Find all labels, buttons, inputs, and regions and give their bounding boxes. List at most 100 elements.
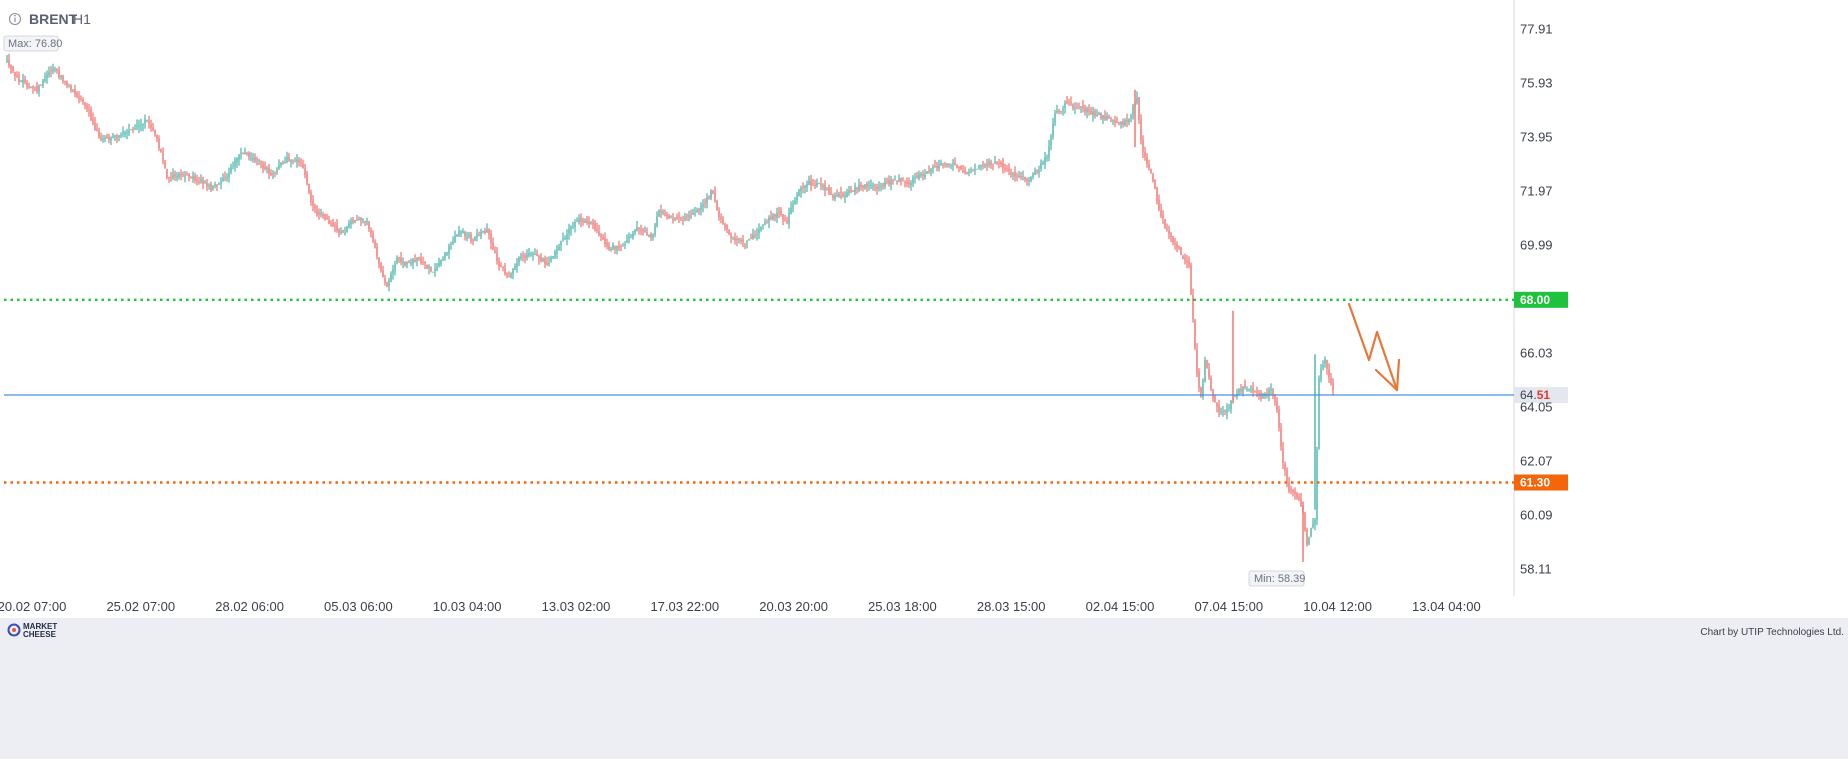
candle-body: [608, 245, 610, 250]
candle-body: [546, 262, 548, 265]
candle-body: [934, 166, 936, 167]
candle-body: [1226, 409, 1228, 414]
candle-body: [766, 221, 768, 223]
candle-body: [38, 85, 40, 92]
x-tick-label: 10.04 12:00: [1303, 599, 1372, 614]
candle-body: [640, 230, 642, 232]
candle-body: [356, 219, 358, 221]
candle-body: [588, 221, 590, 224]
candle-body: [254, 157, 256, 161]
candle-body: [1230, 400, 1232, 409]
candle-body: [628, 236, 630, 239]
candle-body: [672, 218, 674, 221]
candle-body: [578, 219, 580, 223]
candle-body: [1014, 172, 1016, 177]
candle-body: [418, 257, 420, 259]
candle-body: [1136, 97, 1138, 104]
candle-body: [346, 226, 348, 233]
candle-body: [886, 180, 888, 182]
candle-body: [246, 153, 248, 155]
candle-body: [540, 257, 542, 261]
candle-body: [360, 218, 362, 221]
candle-body: [1314, 520, 1316, 524]
candle-body: [606, 243, 608, 246]
candle-body: [570, 226, 572, 230]
candle-body: [818, 183, 820, 184]
candle-body: [684, 217, 686, 220]
candle-body: [154, 130, 156, 135]
level-lines: 68.00 61.30: [4, 291, 1568, 491]
candle-body: [74, 88, 76, 94]
timeframe-label[interactable]: H1: [73, 11, 91, 27]
candle-body: [642, 230, 644, 232]
candle-body: [408, 262, 410, 263]
candle-body: [712, 191, 714, 194]
candle-body: [966, 172, 968, 174]
candle-body: [516, 262, 518, 268]
candle-body: [1118, 122, 1120, 124]
candle-body: [30, 87, 32, 89]
info-circle-icon[interactable]: [8, 12, 22, 26]
candle-body: [494, 250, 496, 254]
candle-body: [362, 220, 364, 221]
candle-body: [1046, 157, 1048, 159]
x-tick-label: 05.03 06:00: [324, 599, 393, 614]
candle-body: [1102, 115, 1104, 119]
candle-body: [138, 125, 140, 127]
candle-body: [430, 267, 432, 271]
candle-body: [322, 214, 324, 216]
candle-body: [560, 241, 562, 246]
candle-body: [894, 179, 896, 181]
candle-body: [704, 203, 706, 205]
candle-body: [64, 80, 66, 83]
candle-body: [498, 260, 500, 267]
candle-body: [1160, 209, 1162, 216]
candle-body: [46, 74, 48, 78]
candle-body: [1178, 247, 1180, 249]
down-arrow-drawing: [1347, 302, 1401, 392]
candle-body: [532, 253, 534, 256]
candle-body: [1082, 106, 1084, 108]
candle-body: [854, 186, 856, 193]
candle-body: [326, 218, 328, 219]
candle-body: [1234, 395, 1236, 397]
candle-body: [336, 225, 338, 231]
candle-body: [1060, 110, 1062, 112]
candle-body: [536, 253, 538, 256]
candle-body: [950, 165, 952, 167]
candle-body: [144, 119, 146, 124]
candle-body: [602, 236, 604, 240]
candle-body: [806, 183, 808, 188]
candle-body: [126, 132, 128, 134]
candle-body: [996, 161, 998, 165]
candle-body: [426, 264, 428, 269]
candle-body: [42, 80, 44, 85]
candle-body: [1148, 164, 1150, 168]
candle-body: [290, 160, 292, 162]
candle-body: [562, 238, 564, 241]
candle-body: [1066, 101, 1068, 104]
candles-layer: [6, 53, 1334, 562]
candle-body: [768, 217, 770, 223]
candle-body: [456, 234, 458, 237]
candle-body: [1030, 176, 1032, 181]
candle-body: [1318, 378, 1320, 449]
candle-body: [300, 162, 302, 164]
candle-body: [1024, 177, 1026, 180]
candle-body: [452, 241, 454, 245]
candle-body: [40, 84, 42, 86]
candle-body: [522, 255, 524, 257]
candle-body: [502, 266, 504, 268]
candle-body: [58, 70, 60, 77]
candle-body: [1088, 109, 1090, 112]
candle-body: [992, 164, 994, 165]
candle-body: [524, 255, 526, 258]
candle-body: [1240, 388, 1242, 392]
candle-body: [1262, 397, 1264, 399]
candle-body: [652, 235, 654, 238]
candle-body: [1252, 388, 1254, 392]
candle-body: [156, 135, 158, 139]
candle-body: [424, 261, 426, 264]
candle-body: [174, 174, 176, 177]
